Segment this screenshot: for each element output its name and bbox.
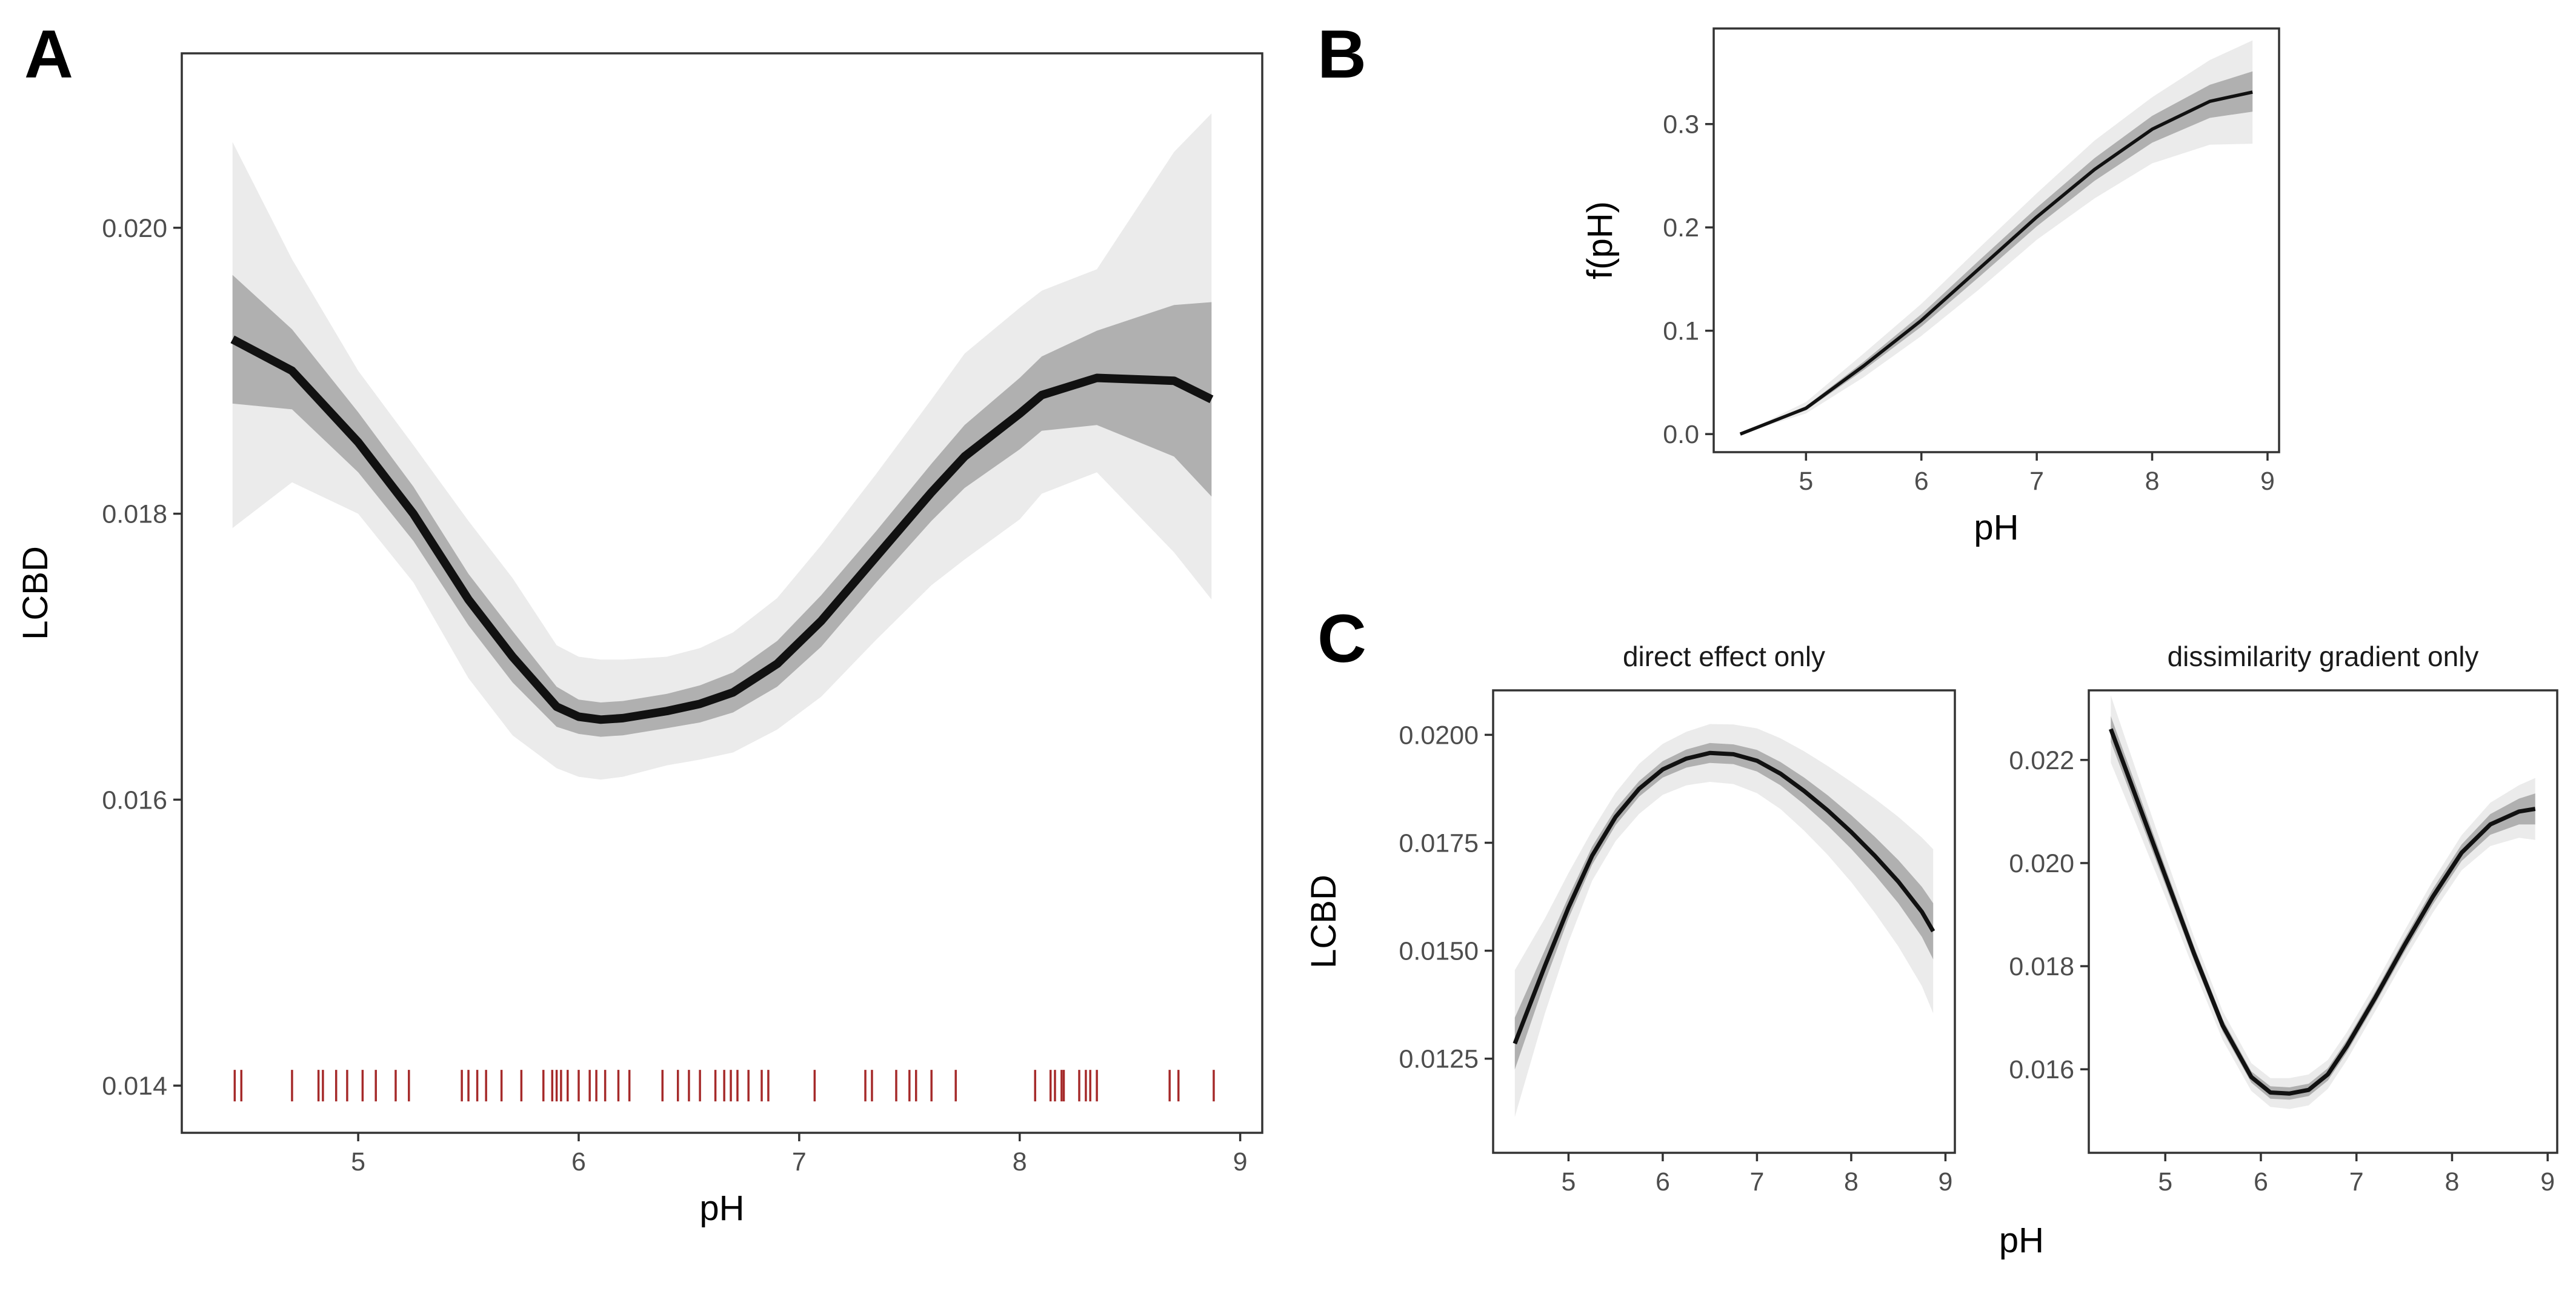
panel-c-direct-effect-chart: 5 6 7 8 9 0.0125 0.0150 0.0175 0.0200 LCBD direct … bbox=[1304, 641, 1956, 1196]
facet-title: direct effect only bbox=[1623, 641, 1825, 672]
x-tick-label: 8 bbox=[2445, 1167, 2460, 1196]
x-tick-label: 8 bbox=[1013, 1147, 1027, 1176]
panel-a-chart: 5 6 7 8 9 0.014 0.016 0.018 0.020 pH LCBD bbox=[16, 52, 1263, 1228]
ci-band-outer bbox=[1740, 40, 2253, 435]
x-tick-label: 8 bbox=[1844, 1167, 1859, 1196]
x-tick-label: 7 bbox=[1749, 1167, 1764, 1196]
x-tick-label: 9 bbox=[1233, 1147, 1248, 1176]
plot-frame bbox=[181, 52, 1263, 1134]
ci-band-outer bbox=[1514, 724, 1934, 1117]
x-tick-label: 9 bbox=[1938, 1167, 1952, 1196]
y-tick-label: 0.0150 bbox=[1399, 937, 1479, 966]
y-tick-label: 0.0175 bbox=[1399, 829, 1479, 858]
y-tick-label: 0.0200 bbox=[1399, 721, 1479, 750]
y-tick-label: 0.020 bbox=[102, 214, 167, 243]
y-tick-label: 0.018 bbox=[2009, 952, 2074, 981]
y-tick-label: 0.0 bbox=[1663, 420, 1699, 449]
plot-frame bbox=[2088, 689, 2558, 1154]
x-tick-label: 6 bbox=[2254, 1167, 2268, 1196]
y-tick-label: 0.022 bbox=[2009, 746, 2074, 775]
x-tick-label: 8 bbox=[2145, 467, 2160, 496]
x-axis-title: pH bbox=[699, 1189, 744, 1228]
plot-frame bbox=[1712, 27, 2280, 453]
y-tick-label: 0.014 bbox=[102, 1072, 167, 1101]
x-tick-label: 7 bbox=[792, 1147, 807, 1176]
y-tick-label: 0.020 bbox=[2009, 849, 2074, 878]
y-axis-title: LCBD bbox=[16, 546, 55, 640]
panel-letter-a: A bbox=[24, 16, 73, 92]
y-tick-label: 0.2 bbox=[1663, 213, 1699, 242]
y-tick-label: 0.0125 bbox=[1399, 1045, 1479, 1074]
facet-title: dissimilarity gradient only bbox=[2168, 641, 2479, 672]
fitted-line bbox=[1739, 90, 2253, 436]
x-tick-label: 6 bbox=[571, 1147, 586, 1176]
y-tick-label: 0.016 bbox=[2009, 1055, 2074, 1084]
fitted-line bbox=[230, 335, 1214, 724]
x-tick-label: 6 bbox=[1914, 467, 1929, 496]
x-tick-label: 5 bbox=[351, 1147, 365, 1176]
y-axis-title: f(pH) bbox=[1580, 201, 1620, 279]
ci-band-inner bbox=[232, 275, 1212, 737]
x-tick-label: 5 bbox=[1799, 467, 1813, 496]
y-tick-label: 0.3 bbox=[1663, 110, 1699, 139]
x-tick-label: 7 bbox=[2349, 1167, 2364, 1196]
panel-b-chart: 5 6 7 8 9 0.0 0.1 0.2 0.3 pH f(pH) bbox=[1580, 27, 2280, 547]
y-axis-title: LCBD bbox=[1304, 875, 1343, 969]
panel-c-x-axis-title: pH bbox=[1999, 1221, 2044, 1260]
y-tick-label: 0.016 bbox=[102, 786, 167, 815]
y-tick-label: 0.1 bbox=[1663, 317, 1699, 346]
panel-letter-c: C bbox=[1317, 601, 1366, 676]
ci-band-inner bbox=[1514, 742, 1934, 1070]
ci-band-inner bbox=[2111, 716, 2535, 1100]
x-tick-label: 5 bbox=[1561, 1167, 1576, 1196]
panel-c-dissimilarity-chart: 5 6 7 8 9 0.016 0.018 0.020 0.022 dissimilarity g… bbox=[2009, 641, 2558, 1196]
x-tick-label: 5 bbox=[2158, 1167, 2172, 1196]
x-tick-label: 7 bbox=[2029, 467, 2044, 496]
plot-frame bbox=[1492, 689, 1956, 1154]
x-axis-title: pH bbox=[1974, 508, 2019, 547]
x-tick-label: 9 bbox=[2260, 467, 2275, 496]
fitted-line bbox=[2109, 728, 2536, 1096]
x-tick-label: 6 bbox=[1656, 1167, 1670, 1196]
panel-letter-b: B bbox=[1317, 16, 1366, 92]
fitted-line bbox=[1513, 750, 1935, 1045]
x-tick-label: 9 bbox=[2540, 1167, 2555, 1196]
y-tick-label: 0.018 bbox=[102, 500, 167, 529]
